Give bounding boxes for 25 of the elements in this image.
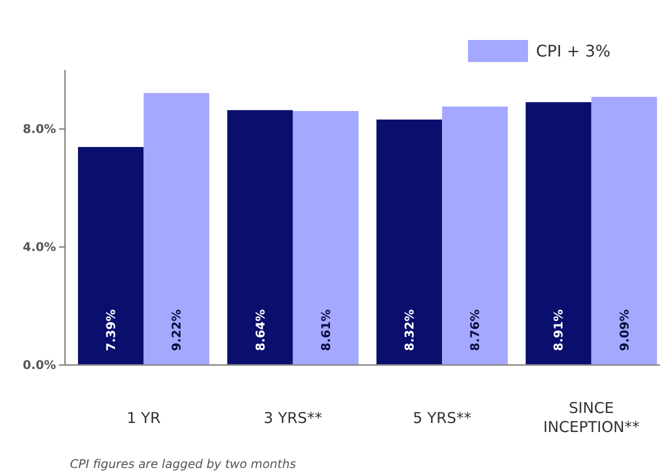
x-tick-label: 5 YRS**	[412, 409, 472, 427]
bar	[591, 96, 658, 365]
bar	[78, 146, 144, 365]
y-tick-label: 8.0%	[22, 122, 56, 136]
bar	[376, 120, 442, 365]
y-tick-label: 4.0%	[22, 240, 56, 254]
text: CPI figures are lagged by two months	[70, 457, 296, 471]
x-tick-label: 3 YRS**	[264, 409, 323, 427]
data-label: 9.22%	[170, 309, 184, 351]
data-label: 8.76%	[468, 309, 482, 351]
data-label: 7.39%	[104, 309, 118, 351]
bar	[526, 102, 592, 365]
bar	[144, 93, 210, 365]
legend-label: CPI + 3%	[536, 42, 610, 61]
data-label: 8.32%	[402, 309, 416, 351]
data-label: 8.61%	[318, 309, 333, 351]
bar	[442, 106, 508, 365]
y-tick-label: 0.0%	[22, 358, 56, 372]
x-tick-label: 1 YR	[126, 409, 161, 427]
bar	[227, 110, 293, 365]
data-label: 8.64%	[253, 309, 268, 351]
x-tick-label: SINCE INCEPTION**	[543, 399, 640, 436]
data-label: 8.91%	[552, 309, 566, 351]
bar	[292, 111, 359, 365]
data-label: 9.09%	[617, 309, 632, 351]
